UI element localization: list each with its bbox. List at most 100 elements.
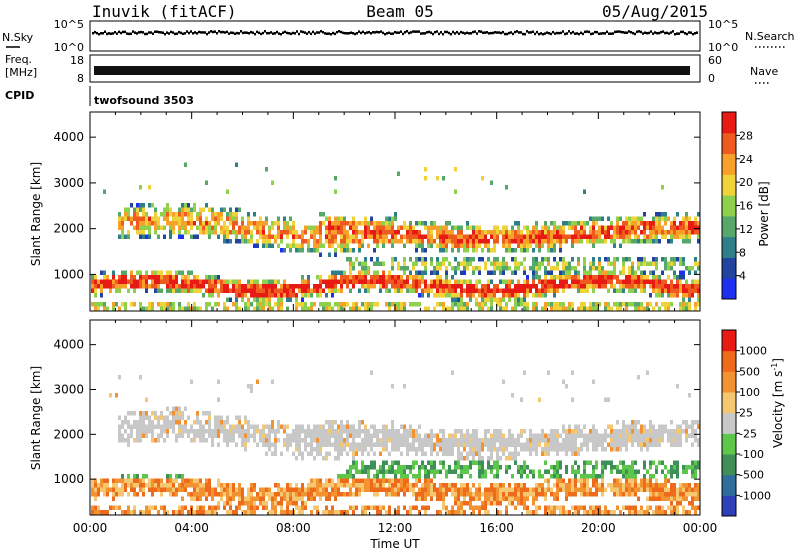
heatmap-cell bbox=[553, 293, 556, 298]
heatmap-cell bbox=[397, 447, 400, 452]
heatmap-cell bbox=[679, 433, 682, 438]
heatmap-cell bbox=[463, 302, 466, 307]
heatmap-cell bbox=[655, 469, 658, 474]
heatmap-cell bbox=[595, 234, 598, 239]
heatmap-cell bbox=[559, 239, 562, 244]
heatmap-cell bbox=[385, 438, 388, 443]
heatmap-cell bbox=[493, 270, 496, 275]
heatmap-cell bbox=[304, 293, 307, 298]
heatmap-cell bbox=[301, 496, 304, 501]
heatmap-cell bbox=[274, 433, 277, 438]
heatmap-cell bbox=[583, 438, 586, 443]
heatmap-cell bbox=[673, 270, 676, 275]
heatmap-cell bbox=[601, 284, 604, 289]
heatmap-cell bbox=[130, 216, 133, 221]
heatmap-cell bbox=[502, 257, 505, 262]
heatmap-cell bbox=[328, 424, 331, 429]
heatmap-cell bbox=[589, 487, 592, 492]
heatmap-cell bbox=[490, 465, 493, 470]
heatmap-cell bbox=[634, 505, 637, 510]
heatmap-cell bbox=[652, 442, 655, 447]
heatmap-cell bbox=[556, 474, 559, 479]
heatmap-cell bbox=[223, 438, 226, 443]
heatmap-cell bbox=[160, 492, 163, 497]
heatmap-cell bbox=[661, 302, 664, 307]
heatmap-cell bbox=[415, 248, 418, 253]
heatmap-cell bbox=[148, 230, 151, 235]
heatmap-cell bbox=[544, 225, 547, 230]
heatmap-cell bbox=[655, 216, 658, 221]
heatmap-cell bbox=[241, 438, 244, 443]
heatmap-cell bbox=[238, 288, 241, 293]
heatmap-cell bbox=[505, 302, 508, 307]
heatmap-cell bbox=[529, 234, 532, 239]
heatmap-cell bbox=[271, 501, 274, 506]
heatmap-cell bbox=[232, 510, 235, 515]
heatmap-cell bbox=[301, 302, 304, 307]
heatmap-cell bbox=[466, 293, 469, 298]
heatmap-cell bbox=[145, 279, 148, 284]
heatmap-cell bbox=[646, 438, 649, 443]
heatmap-cell bbox=[316, 429, 319, 434]
heatmap-cell bbox=[199, 284, 202, 289]
heatmap-cell bbox=[469, 261, 472, 266]
heatmap-cell bbox=[418, 275, 421, 280]
heatmap-cell bbox=[439, 234, 442, 239]
heatmap-cell bbox=[499, 297, 502, 302]
heatmap-cell bbox=[697, 438, 700, 443]
heatmap-cell bbox=[334, 252, 337, 257]
heatmap-cell bbox=[478, 487, 481, 492]
heatmap-cell bbox=[244, 234, 247, 239]
heatmap-cell bbox=[352, 248, 355, 253]
heatmap-cell bbox=[673, 293, 676, 298]
heatmap-cell bbox=[646, 487, 649, 492]
heatmap-cell bbox=[568, 221, 571, 226]
heatmap-cell bbox=[559, 474, 562, 479]
heatmap-cell bbox=[448, 433, 451, 438]
heatmap-cell bbox=[427, 293, 430, 298]
heatmap-cell bbox=[490, 492, 493, 497]
heatmap-cell bbox=[325, 306, 328, 311]
heatmap-cell bbox=[622, 483, 625, 488]
heatmap-cell bbox=[229, 288, 232, 293]
nsky-sample bbox=[98, 32, 100, 36]
heatmap-cell bbox=[694, 438, 697, 443]
heatmap-cell bbox=[415, 438, 418, 443]
heatmap-cell bbox=[616, 492, 619, 497]
heatmap-cell bbox=[439, 487, 442, 492]
heatmap-cell bbox=[391, 257, 394, 262]
heatmap-cell bbox=[319, 212, 322, 217]
heatmap-cell bbox=[244, 442, 247, 447]
heatmap-cell bbox=[145, 284, 148, 289]
heatmap-cell bbox=[310, 451, 313, 456]
heatmap-cell bbox=[490, 248, 493, 253]
heatmap-cell bbox=[214, 433, 217, 438]
heatmap-cell bbox=[673, 221, 676, 226]
heatmap-cell bbox=[454, 297, 457, 302]
heatmap-cell bbox=[382, 239, 385, 244]
heatmap-cell bbox=[649, 420, 652, 425]
heatmap-cell bbox=[631, 460, 634, 465]
nsky-sample bbox=[272, 32, 274, 35]
heatmap-cell bbox=[577, 239, 580, 244]
heatmap-cell bbox=[583, 487, 586, 492]
nsky-sample bbox=[114, 31, 116, 34]
heatmap-cell bbox=[523, 465, 526, 470]
heatmap-cell bbox=[556, 234, 559, 239]
heatmap-cell bbox=[526, 225, 529, 230]
heatmap-cell bbox=[199, 438, 202, 443]
heatmap-cell bbox=[556, 284, 559, 289]
heatmap-cell bbox=[283, 225, 286, 230]
heatmap-cell bbox=[538, 487, 541, 492]
heatmap-cell bbox=[514, 302, 517, 307]
heatmap-cell bbox=[568, 266, 571, 271]
heatmap-cell bbox=[604, 230, 607, 235]
heatmap-cell bbox=[517, 433, 520, 438]
heatmap-cell bbox=[241, 487, 244, 492]
heatmap-cell bbox=[631, 510, 634, 515]
heatmap-cell bbox=[400, 302, 403, 307]
heatmap-cell bbox=[526, 465, 529, 470]
heatmap-cell bbox=[169, 420, 172, 425]
heatmap-cell bbox=[556, 469, 559, 474]
heatmap-cell bbox=[421, 261, 424, 266]
